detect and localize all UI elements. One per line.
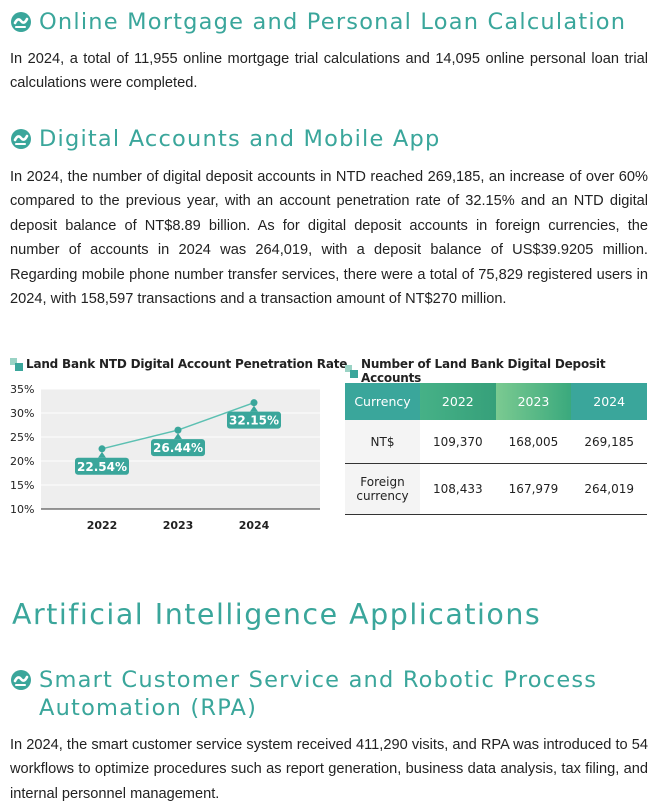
table-title: Number of Land Bank Digital Deposit Acco…: [345, 357, 660, 385]
label-pointer: [98, 451, 106, 458]
row-label: Foreign currency: [345, 463, 420, 515]
section-title-text: Online Mortgage and Personal Loan Calcul…: [39, 9, 627, 35]
square-bullet-icon: [10, 357, 23, 371]
y-tick-label: 15%: [10, 479, 34, 492]
section-title-mortgage: Online Mortgage and Personal Loan Calcul…: [10, 8, 626, 36]
table-title-text: Number of Land Bank Digital Deposit Acco…: [361, 357, 606, 385]
land-bank-logo-icon: [11, 12, 31, 32]
y-tick-label: 30%: [10, 407, 34, 420]
table-cell: 108,433: [420, 463, 496, 515]
land-bank-logo-icon: [11, 670, 31, 690]
y-tick-label: 20%: [10, 455, 34, 468]
section-title-text: Digital Accounts and Mobile App: [39, 126, 441, 152]
title-line-1: Smart Customer Service and Robotic Proce…: [39, 667, 598, 693]
title-line-2: Automation (RPA): [39, 695, 258, 721]
x-tick-label: 2024: [239, 519, 270, 532]
table-row: Foreign currency 108,433 167,979 264,019: [345, 463, 647, 515]
label-pointer: [250, 405, 258, 412]
section-title-ai: Smart Customer Service and Robotic Proce…: [10, 666, 597, 722]
data-label-box: [227, 411, 281, 429]
header-currency: Currency: [345, 383, 420, 420]
penetration-rate-chart: 10% 15% 20% 25% 30% 35% 2022 2023 2024 22.54% 26.4…: [10, 383, 320, 532]
data-label: 26.44%: [153, 441, 203, 455]
square-bullet-icon: [345, 364, 358, 378]
data-point: [250, 399, 258, 407]
header-2024: 2024: [571, 383, 647, 420]
digital-accounts-table: Currency 2022 2023 2024 NT$ 109,370 168,…: [345, 383, 647, 515]
row-label: NT$: [345, 420, 420, 464]
table-cell: 167,979: [495, 463, 572, 515]
section-title-digital: Digital Accounts and Mobile App: [10, 125, 440, 153]
header-2023: 2023: [495, 383, 572, 420]
label-pointer: [174, 433, 182, 440]
y-tick-label: 10%: [10, 503, 34, 516]
y-tick-label: 35%: [10, 383, 34, 396]
table-cell: 269,185: [571, 420, 647, 464]
y-tick-label: 25%: [10, 431, 34, 444]
row-label-line1: Foreign: [360, 475, 405, 489]
table-header-row: Currency 2022 2023 2024: [345, 383, 647, 420]
paragraph-digital: In 2024, the number of digital deposit a…: [10, 169, 648, 308]
table-row: NT$ 109,370 168,005 269,185: [345, 420, 647, 464]
table-cell: 264,019: [571, 463, 647, 515]
table-cell: 168,005: [495, 420, 572, 464]
data-point: [174, 426, 182, 434]
header-2022: 2022: [420, 383, 496, 420]
land-bank-logo-icon: [11, 129, 31, 149]
paragraph-mortgage: In 2024, a total of 11,955 online mortga…: [10, 51, 648, 92]
data-point: [98, 445, 106, 453]
table-cell: 109,370: [420, 420, 496, 464]
section-title-text: Smart Customer Service and Robotic Proce…: [39, 666, 597, 722]
chart-title-text: Land Bank NTD Digital Account Penetratio…: [26, 357, 348, 371]
data-label-box: [75, 457, 129, 475]
x-tick-label: 2022: [87, 519, 118, 532]
paragraph-ai: In 2024, the smart customer service syst…: [10, 737, 648, 802]
data-label-box: [151, 439, 205, 457]
data-label: 22.54%: [77, 460, 127, 474]
data-label: 32.15%: [229, 414, 279, 428]
ai-heading: Artificial Intelligence Applications: [12, 598, 542, 631]
row-label-line2: currency: [356, 489, 409, 503]
x-tick-label: 2023: [163, 519, 194, 532]
chart-title: Land Bank NTD Digital Account Penetratio…: [10, 357, 347, 371]
